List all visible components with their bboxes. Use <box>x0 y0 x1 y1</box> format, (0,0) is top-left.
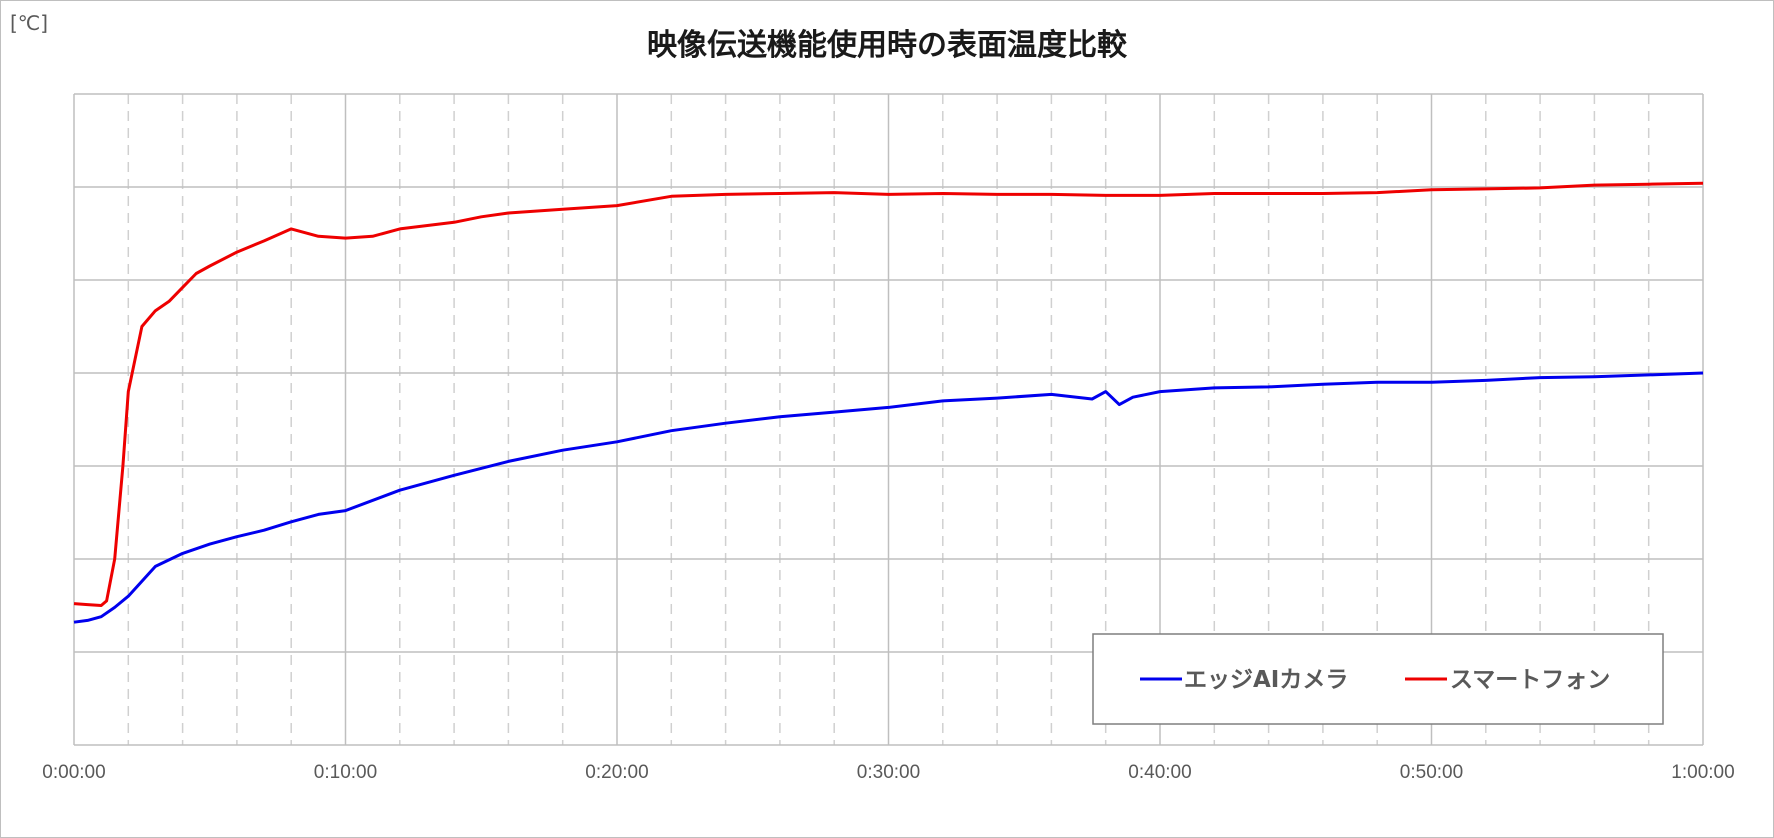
grid <box>73 93 1704 746</box>
legend-label-smartphone: スマートフォン <box>1450 667 1610 693</box>
x-tick-label: 0:50:00 <box>1400 762 1463 783</box>
x-axis-ticks: 0:00:00 0:10:00 0:20:00 0:30:00 0:40:00 0:50:… <box>42 762 1734 783</box>
x-tick-label: 0:20:00 <box>585 762 648 783</box>
x-tick-label: 0:00:00 <box>42 762 105 783</box>
chart-title: 映像伝送機能使用時の表面温度比較 <box>647 28 1128 63</box>
x-tick-label: 0:10:00 <box>314 762 377 783</box>
series-lines <box>73 181 1704 624</box>
series-line-edge-ai-camera <box>73 371 1704 624</box>
x-tick-label: 1:00:00 <box>1671 762 1734 783</box>
series-line-smartphone <box>73 181 1704 607</box>
legend-box <box>1092 633 1664 725</box>
x-tick-label: 0:40:00 <box>1128 762 1191 783</box>
legend-label-edge-ai-camera: エッジAIカメラ <box>1184 667 1348 693</box>
legend: エッジAIカメラ スマートフォン <box>1092 633 1664 725</box>
y-unit-label: [℃] <box>10 11 48 35</box>
x-tick-label: 0:30:00 <box>857 762 920 783</box>
